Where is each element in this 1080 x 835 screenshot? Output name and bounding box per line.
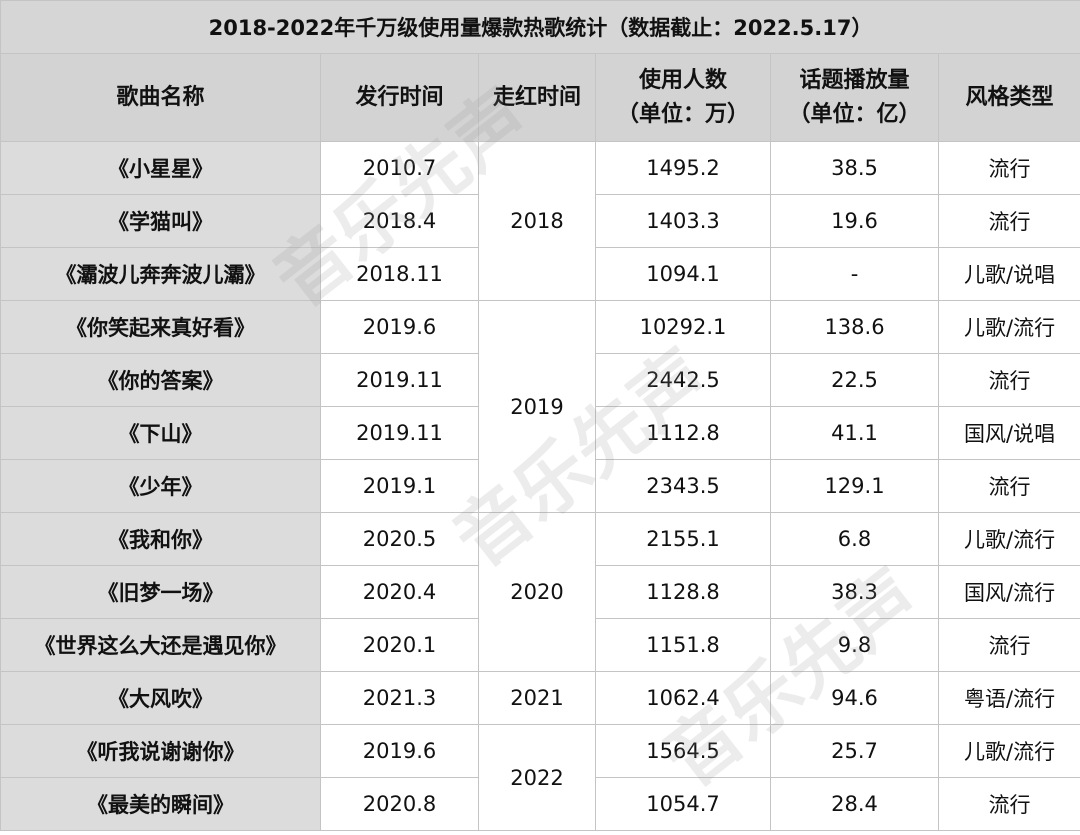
users-cell: 1151.8 bbox=[595, 618, 771, 672]
table-row: 《最美的瞬间》 2020.8 1054.7 28.4 流行 bbox=[0, 777, 1080, 831]
release-date-cell: 2020.8 bbox=[320, 777, 479, 831]
song-name-cell: 《灞波儿奔奔波儿灞》 bbox=[0, 247, 321, 301]
release-date-cell: 2019.6 bbox=[320, 300, 479, 354]
song-name-cell: 《下山》 bbox=[0, 406, 321, 460]
release-date-cell: 2021.3 bbox=[320, 671, 479, 725]
table-row: 《听我说谢谢你》 2019.6 2022 1564.5 25.7 儿歌/流行 bbox=[0, 724, 1080, 831]
users-cell: 1062.4 bbox=[595, 671, 771, 725]
release-date-cell: 2019.11 bbox=[320, 353, 479, 407]
song-name-cell: 《你的答案》 bbox=[0, 353, 321, 407]
release-date-cell: 2020.1 bbox=[320, 618, 479, 672]
song-name-cell: 《少年》 bbox=[0, 459, 321, 513]
viral-year-cell: 2019 bbox=[478, 300, 596, 513]
users-cell: 1495.2 bbox=[595, 141, 771, 195]
plays-cell: 6.8 bbox=[770, 512, 939, 566]
table-row: 《下山》 2019.11 1112.8 41.1 国风/说唱 bbox=[0, 406, 1080, 460]
genre-cell: 儿歌/流行 bbox=[937, 512, 1080, 566]
table-title: 2018-2022年千万级使用量爆款热歌统计（数据截止：2022.5.17） bbox=[0, 0, 1080, 54]
plays-cell: 41.1 bbox=[770, 406, 939, 460]
header-users-line1: 使用人数 bbox=[638, 67, 727, 93]
users-cell: 1054.7 bbox=[595, 777, 771, 831]
genre-cell: 流行 bbox=[937, 777, 1080, 831]
release-date-cell: 2020.4 bbox=[320, 565, 479, 619]
header-viral-year: 走红时间 bbox=[478, 53, 596, 142]
table-row: 《小星星》 2010.7 2018 1495.2 38.5 流行 bbox=[0, 141, 1080, 301]
table-row: 《你笑起来真好看》 2019.6 2019 10292.1 138.6 儿歌/流行 bbox=[0, 300, 1080, 513]
viral-year-cell: 2020 bbox=[478, 512, 596, 672]
table-row: 《旧梦一场》 2020.4 1128.8 38.3 国风/流行 bbox=[0, 565, 1080, 619]
song-name-cell: 《听我说谢谢你》 bbox=[0, 724, 321, 778]
plays-cell: 28.4 bbox=[770, 777, 939, 831]
table-row: 《世界这么大还是遇见你》 2020.1 1151.8 9.8 流行 bbox=[0, 618, 1080, 672]
song-name-cell: 《我和你》 bbox=[0, 512, 321, 566]
header-users-unit: （单位：万） bbox=[616, 101, 749, 127]
song-name-cell: 《大风吹》 bbox=[0, 671, 321, 725]
users-cell: 2442.5 bbox=[595, 353, 771, 407]
release-date-cell: 2010.7 bbox=[320, 141, 479, 195]
plays-cell: 22.5 bbox=[770, 353, 939, 407]
table-row: 《大风吹》 2021.3 2021 1062.4 94.6 粤语/流行 bbox=[0, 671, 1080, 725]
song-name-cell: 《你笑起来真好看》 bbox=[0, 300, 321, 354]
release-date-cell: 2019.6 bbox=[320, 724, 479, 778]
users-cell: 2343.5 bbox=[595, 459, 771, 513]
genre-cell: 流行 bbox=[937, 141, 1080, 195]
genre-cell: 粤语/流行 bbox=[937, 671, 1080, 725]
release-date-cell: 2020.5 bbox=[320, 512, 479, 566]
genre-cell: 儿歌/流行 bbox=[937, 300, 1080, 354]
release-date-cell: 2019.11 bbox=[320, 406, 479, 460]
viral-year-cell: 2018 bbox=[478, 141, 596, 301]
release-date-cell: 2018.4 bbox=[320, 194, 479, 248]
plays-cell: 129.1 bbox=[770, 459, 939, 513]
table-row: 《你的答案》 2019.11 2442.5 22.5 流行 bbox=[0, 353, 1080, 407]
table-body: 《小星星》 2010.7 2018 1495.2 38.5 流行 《学猫叫》 2018.4 14… bbox=[0, 141, 1080, 831]
genre-cell: 流行 bbox=[937, 353, 1080, 407]
users-cell: 1128.8 bbox=[595, 565, 771, 619]
plays-cell: 38.5 bbox=[770, 141, 939, 195]
users-cell: 1112.8 bbox=[595, 406, 771, 460]
genre-cell: 国风/流行 bbox=[937, 565, 1080, 619]
plays-cell: - bbox=[770, 247, 939, 301]
plays-cell: 9.8 bbox=[770, 618, 939, 672]
release-date-cell: 2019.1 bbox=[320, 459, 479, 513]
table-row: 《学猫叫》 2018.4 1403.3 19.6 流行 bbox=[0, 194, 1080, 248]
release-date-cell: 2018.11 bbox=[320, 247, 479, 301]
plays-cell: 38.3 bbox=[770, 565, 939, 619]
plays-cell: 94.6 bbox=[770, 671, 939, 725]
genre-cell: 儿歌/流行 bbox=[937, 724, 1080, 778]
plays-cell: 19.6 bbox=[770, 194, 939, 248]
users-cell: 10292.1 bbox=[595, 300, 771, 354]
header-plays-unit: （单位：亿） bbox=[788, 101, 921, 127]
header-genre: 风格类型 bbox=[937, 53, 1080, 142]
song-name-cell: 《旧梦一场》 bbox=[0, 565, 321, 619]
header-plays-line1: 话题播放量 bbox=[799, 67, 910, 93]
table-row: 《少年》 2019.1 2343.5 129.1 流行 bbox=[0, 459, 1080, 513]
header-song-name: 歌曲名称 bbox=[0, 53, 321, 142]
header-plays: 话题播放量 （单位：亿） bbox=[770, 53, 939, 142]
song-name-cell: 《学猫叫》 bbox=[0, 194, 321, 248]
song-name-cell: 《最美的瞬间》 bbox=[0, 777, 321, 831]
users-cell: 1094.1 bbox=[595, 247, 771, 301]
users-cell: 1403.3 bbox=[595, 194, 771, 248]
genre-cell: 流行 bbox=[937, 194, 1080, 248]
plays-cell: 138.6 bbox=[770, 300, 939, 354]
viral-year-cell: 2021 bbox=[478, 671, 596, 725]
table-row: 《我和你》 2020.5 2020 2155.1 6.8 儿歌/流行 bbox=[0, 512, 1080, 672]
genre-cell: 流行 bbox=[937, 459, 1080, 513]
users-cell: 1564.5 bbox=[595, 724, 771, 778]
song-name-cell: 《世界这么大还是遇见你》 bbox=[0, 618, 321, 672]
plays-cell: 25.7 bbox=[770, 724, 939, 778]
table-row: 《灞波儿奔奔波儿灞》 2018.11 1094.1- 儿歌/说唱 bbox=[0, 247, 1080, 301]
viral-year-cell: 2022 bbox=[478, 724, 596, 831]
genre-cell: 流行 bbox=[937, 618, 1080, 672]
song-name-cell: 《小星星》 bbox=[0, 141, 321, 195]
users-cell: 2155.1 bbox=[595, 512, 771, 566]
header-release-date: 发行时间 bbox=[320, 53, 479, 142]
genre-cell: 儿歌/说唱 bbox=[937, 247, 1080, 301]
header-users: 使用人数 （单位：万） bbox=[595, 53, 771, 142]
genre-cell: 国风/说唱 bbox=[937, 406, 1080, 460]
